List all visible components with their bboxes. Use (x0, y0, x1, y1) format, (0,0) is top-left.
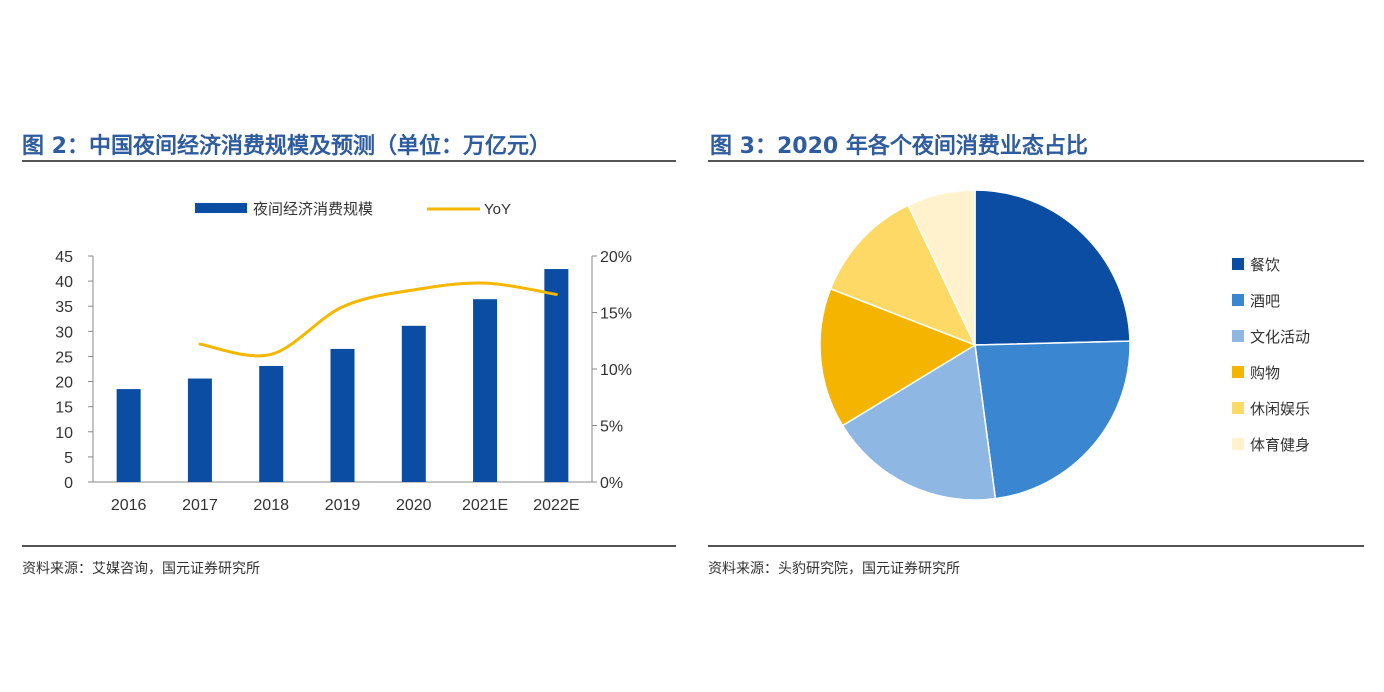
x-tick-label: 2022E (533, 497, 579, 514)
y-tick-label: 40 (55, 274, 73, 291)
pie-slice (829, 204, 977, 347)
bar-line-chart: 夜间经济消费规模 YoY 0 5 10 15 20 25 30 35 40 45 0% 5% 10% 15%… (55, 201, 632, 514)
figure2-source: 资料来源：艾媒咨询，国元证券研究所 (22, 561, 260, 577)
chart-legend: 夜间经济消费规模 YoY (195, 201, 511, 218)
y2-tick-label: 10% (600, 362, 632, 379)
figure3-bottom-rule (708, 545, 1364, 547)
y-tick-label: 25 (55, 349, 73, 366)
legend-label: 文化活动 (1250, 329, 1310, 346)
y-tick-label: 0 (64, 475, 73, 492)
legend-swatch (1232, 294, 1244, 306)
figure3-top-rule (708, 160, 1364, 162)
legend-swatch (1232, 438, 1244, 450)
legend-label: 购物 (1250, 365, 1280, 382)
y-tick-label: 10 (55, 425, 73, 442)
pie-slices-group (819, 189, 1131, 501)
chart-axes: 0 5 10 15 20 25 30 35 40 45 0% 5% 10% 15% 20% 2016 2017 2… (55, 249, 632, 514)
bar (401, 325, 426, 482)
figure2-bottom-rule (22, 545, 676, 547)
x-tick-label: 2017 (182, 497, 218, 514)
pie-slice (974, 340, 1131, 500)
x-tick-label: 2019 (325, 497, 361, 514)
legend-bar-swatch (195, 203, 247, 213)
bar (116, 389, 141, 482)
pie-slice (819, 287, 977, 427)
y-tick-label: 45 (55, 249, 73, 266)
x-tick-label: 2018 (253, 497, 289, 514)
bar (187, 378, 212, 482)
pie-slice (974, 189, 1131, 346)
legend-label: 酒吧 (1250, 293, 1280, 310)
pie-slice (841, 343, 997, 501)
legend-swatch (1232, 402, 1244, 414)
legend-swatch (1232, 330, 1244, 342)
y-tick-label: 30 (55, 324, 73, 341)
bar (544, 269, 569, 482)
y-tick-label: 15 (55, 400, 73, 417)
y2-tick-label: 5% (600, 419, 623, 436)
y2-tick-label: 0% (600, 475, 623, 492)
bars-group (116, 269, 569, 482)
figure2-title: 图 2：中国夜间经济消费规模及预测（单位：万亿元） (22, 134, 551, 159)
yoy-line-group (198, 281, 558, 358)
legend-swatch (1232, 258, 1244, 270)
y2-tick-label: 20% (600, 249, 632, 266)
x-tick-label: 2020 (396, 497, 432, 514)
legend-line-label: YoY (484, 201, 511, 218)
legend-label: 体育健身 (1250, 437, 1310, 454)
y-tick-label: 20 (55, 375, 73, 392)
legend-label: 休闲娱乐 (1250, 401, 1310, 418)
figure3-source: 资料来源：头豹研究院，国元证券研究所 (708, 561, 960, 577)
bar (330, 348, 355, 482)
legend-bar-label: 夜间经济消费规模 (253, 201, 373, 218)
bar (473, 299, 498, 482)
legend-label: 餐饮 (1250, 257, 1280, 274)
figure2-top-rule (22, 160, 676, 162)
y-tick-label: 35 (55, 299, 73, 316)
legend-swatch (1232, 366, 1244, 378)
x-tick-label: 2021E (462, 497, 508, 514)
yoy-line (198, 281, 558, 358)
y-tick-label: 5 (64, 450, 73, 467)
pie-slice (907, 189, 976, 346)
x-tick-label: 2016 (111, 497, 147, 514)
bar (259, 365, 284, 482)
y2-tick-label: 15% (600, 306, 632, 323)
figure3-title: 图 3：2020 年各个夜间消费业态占比 (710, 134, 1088, 159)
